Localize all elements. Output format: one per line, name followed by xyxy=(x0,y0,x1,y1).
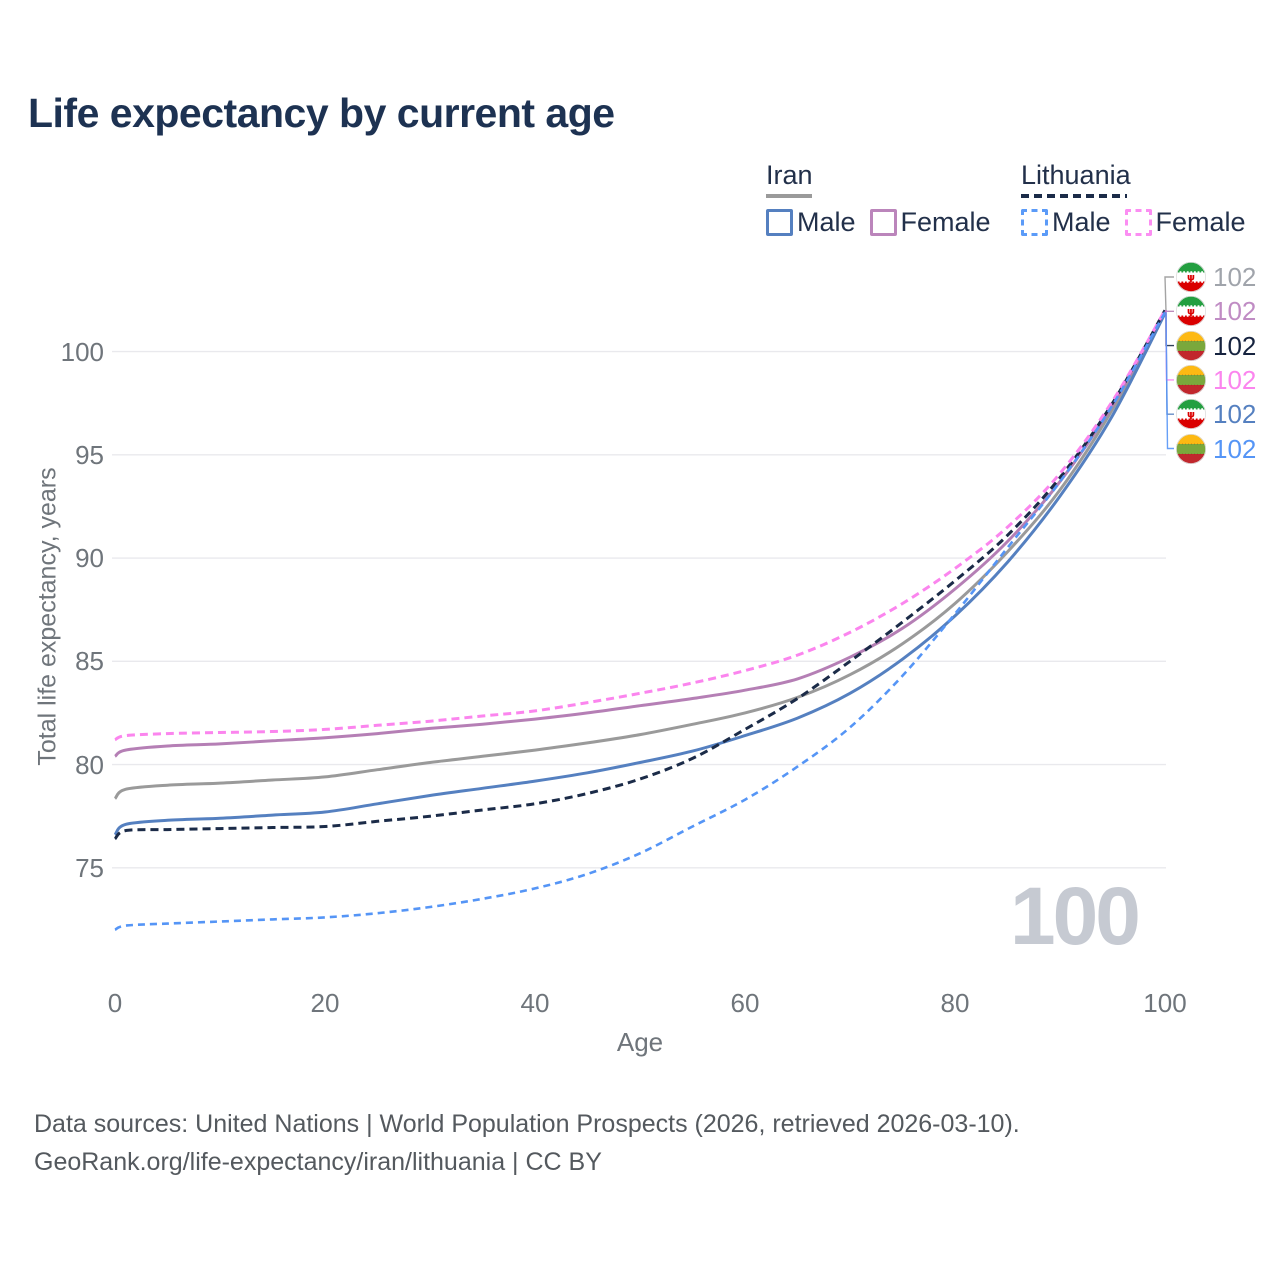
iran-flag-icon: ψ xyxy=(1176,262,1206,292)
svg-text:ψ: ψ xyxy=(1187,273,1195,284)
legend-lithuania-label[interactable]: Lithuania xyxy=(1021,160,1131,190)
y-tick-label-90: 90 xyxy=(75,543,104,574)
legend-iran-male-label[interactable]: Male xyxy=(797,207,856,237)
legend-iran-male-swatch[interactable] xyxy=(766,209,793,236)
x-tick-label-20: 20 xyxy=(310,988,340,1018)
legend-group-iran: Iran Male Female xyxy=(766,160,991,238)
y-tick-label-95: 95 xyxy=(75,439,104,470)
end-label-row-lithuania_total: 102 xyxy=(1176,330,1256,362)
data-source-line: Data sources: United Nations | World Pop… xyxy=(34,1110,1020,1138)
end-value-iran_male: 102 xyxy=(1213,399,1257,430)
x-tick-label-100: 100 xyxy=(1143,988,1187,1018)
line-lithuania_female[interactable] xyxy=(114,309,1167,742)
y-tick-label-100: 100 xyxy=(60,336,104,367)
line-iran_male[interactable] xyxy=(113,312,1167,836)
end-label-row-iran_female: ψ 102 xyxy=(1176,295,1256,327)
legend-iran-female-label[interactable]: Female xyxy=(900,207,991,237)
attribution-line: GeoRank.org/life-expectancy/iran/lithuan… xyxy=(34,1148,602,1176)
y-tick-label-75: 75 xyxy=(75,852,104,883)
lithuania-flag-icon xyxy=(1176,330,1206,361)
end-value-lithuania_female: 102 xyxy=(1213,364,1257,395)
iran-flag-icon: ψ xyxy=(1176,399,1206,430)
lithuania-flag-icon xyxy=(1176,433,1206,464)
end-label-row-iran_male: ψ 102 xyxy=(1176,398,1256,430)
x-tick-label-80: 80 xyxy=(940,988,970,1018)
end-label-row-iran_total: ψ 102 xyxy=(1176,261,1256,293)
legend-lithuania-male-label[interactable]: Male xyxy=(1052,207,1111,237)
end-value-iran_total: 102 xyxy=(1213,262,1257,292)
end-value-lithuania_male: 102 xyxy=(1213,433,1257,464)
svg-text:ψ: ψ xyxy=(1187,410,1195,421)
iran-flag-icon: ψ xyxy=(1176,296,1206,327)
lithuania-flag-icon xyxy=(1176,364,1206,395)
line-lithuania_total[interactable] xyxy=(113,309,1167,841)
x-tick-label-0: 0 xyxy=(107,988,123,1018)
y-tick-label-85: 85 xyxy=(75,646,104,677)
x-axis-title: Age xyxy=(616,1027,664,1057)
legend-lithuania-female-swatch[interactable] xyxy=(1124,209,1152,236)
end-value-iran_female: 102 xyxy=(1213,296,1257,327)
line-iran_total[interactable] xyxy=(113,310,1167,800)
leader-line-iran_female xyxy=(1164,309,1174,312)
legend-lithuania-female-label[interactable]: Female xyxy=(1155,207,1246,237)
svg-text:ψ: ψ xyxy=(1187,307,1195,318)
legend-lithuania-male-swatch[interactable] xyxy=(1021,209,1048,236)
x-tick-label-40: 40 xyxy=(520,988,550,1018)
line-lithuania_male[interactable] xyxy=(114,311,1167,931)
y-axis-title: Total life expectancy, years xyxy=(33,467,62,766)
leader-line-iran_total xyxy=(1164,276,1174,312)
legend-lithuania-line-swatch xyxy=(1021,194,1127,198)
legend-iran-female-swatch[interactable] xyxy=(869,209,897,236)
y-tick-label-80: 80 xyxy=(75,749,104,780)
leader-line-lithuania_male xyxy=(1165,312,1174,450)
legend-group-lithuania: Lithuania Male Female xyxy=(1021,160,1246,238)
line-iran_female[interactable] xyxy=(114,309,1167,758)
age-watermark: 100 xyxy=(1010,871,1141,962)
legend-iran-line-swatch xyxy=(766,194,812,198)
page-title: Life expectancy by current age xyxy=(28,90,615,136)
end-value-lithuania_total: 102 xyxy=(1213,330,1257,361)
end-label-row-lithuania_male: 102 xyxy=(1176,433,1256,465)
end-label-row-lithuania_female: 102 xyxy=(1176,364,1256,396)
legend-iran-label[interactable]: Iran xyxy=(766,160,813,190)
x-tick-label-60: 60 xyxy=(730,988,760,1018)
leader-line-lithuania_total xyxy=(1165,310,1174,347)
